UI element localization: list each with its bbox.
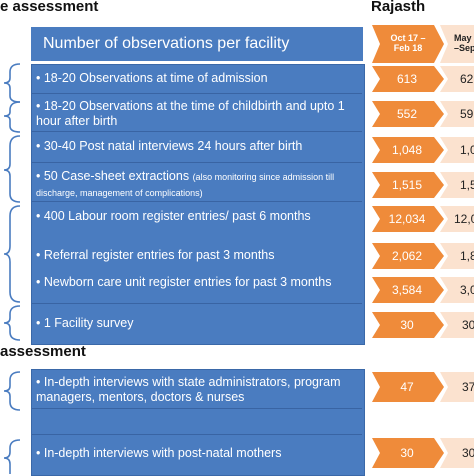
qualitative-panel xyxy=(31,369,365,476)
value-interviews-mothers-2: 30 xyxy=(462,446,474,460)
value-arrow xyxy=(372,137,444,163)
row-divider xyxy=(32,408,362,409)
col1-header-arrow xyxy=(372,25,444,63)
value-interviews-admins-1: 47 xyxy=(400,380,414,394)
value-arrow xyxy=(372,101,444,127)
observations-panel xyxy=(31,64,365,345)
col1-header: Oct 17 – Feb 18 xyxy=(372,25,444,63)
value-newborn-1: 3,584 xyxy=(391,283,423,297)
value-labour-room-2: 12,0 xyxy=(454,212,474,226)
row-newborn: • Newborn care unit register entries for… xyxy=(36,275,332,289)
row-case-sheet-note: (also monitoring since admission till di… xyxy=(36,172,335,198)
value-arrow-2 xyxy=(440,101,474,127)
row-divider xyxy=(32,434,362,435)
row-postnatal: • 30-40 Post natal interviews 24 hours a… xyxy=(36,139,303,153)
value-facility-1: 30 xyxy=(400,318,414,332)
value-arrow xyxy=(372,312,444,338)
value-postnatal-2: 1,0 xyxy=(460,143,474,157)
row-interviews-admins: • In-depth interviews with state adminis… xyxy=(36,375,341,404)
value-interviews-mothers-1: 30 xyxy=(400,446,414,460)
value-arrow-2 xyxy=(440,172,474,198)
value-arrow-2 xyxy=(440,137,474,163)
row-childbirth: • 18-20 Observations at the time of chil… xyxy=(36,99,345,128)
col2-header-arrow xyxy=(440,25,474,63)
row-facility-survey: • 1 Facility survey xyxy=(36,316,134,330)
row-labour-room: • 400 Labour room register entries/ past… xyxy=(36,209,311,223)
row-admission: • 18-20 Observations at time of admissio… xyxy=(36,71,268,85)
value-arrow-2 xyxy=(440,372,474,402)
value-arrow-2 xyxy=(440,277,474,303)
col2-header: May –Sep xyxy=(440,25,474,63)
table-header-label: Number of observations per facility xyxy=(43,35,290,52)
col1-header-line2: Feb 18 xyxy=(393,43,423,53)
col2-header-line1: May xyxy=(454,33,472,43)
value-arrow xyxy=(372,277,444,303)
section-title-top: e assessment xyxy=(0,0,99,15)
bottom-group-braces xyxy=(3,371,21,474)
value-arrow-2 xyxy=(440,66,474,92)
col2-header-line2: –Sep xyxy=(454,43,474,53)
value-arrow-2 xyxy=(440,243,474,269)
row-divider xyxy=(32,201,362,202)
row-case-sheet-label: • 50 Case-sheet extractions xyxy=(36,169,190,183)
value-admission-1: 613 xyxy=(396,72,418,86)
row-interviews-mothers: • In-depth interviews with post-natal mo… xyxy=(36,446,282,460)
row-referral: • Referral register entries for past 3 m… xyxy=(36,248,275,262)
value-arrow xyxy=(372,66,444,92)
group-braces xyxy=(3,63,21,341)
row-divider xyxy=(32,131,362,132)
value-arrow xyxy=(372,243,444,269)
value-postnatal-1: 1,048 xyxy=(391,143,423,157)
value-arrow-2 xyxy=(440,438,474,468)
row-case-sheet: • 50 Case-sheet extractions (also monito… xyxy=(36,169,358,201)
value-case-sheet-1: 1,515 xyxy=(391,178,423,192)
value-arrow xyxy=(372,206,444,232)
value-labour-room-1: 12,034 xyxy=(388,212,426,226)
row-divider xyxy=(32,303,362,304)
value-arrow xyxy=(372,438,444,468)
row-divider xyxy=(32,93,362,94)
value-interviews-admins-2: 37 xyxy=(462,380,474,394)
region-title: Rajasth xyxy=(371,0,426,15)
value-admission-2: 62 xyxy=(460,72,474,86)
value-case-sheet-2: 1,5 xyxy=(460,178,474,192)
section-title-bottom: assessment xyxy=(0,343,86,360)
col1-header-line1: Oct 17 – xyxy=(390,33,426,43)
value-arrow xyxy=(372,172,444,198)
value-referral-2: 1,8 xyxy=(460,249,474,263)
value-newborn-2: 3,0 xyxy=(460,283,474,297)
value-arrow-2 xyxy=(440,206,474,232)
value-referral-1: 2,062 xyxy=(391,249,423,263)
value-childbirth-2: 59 xyxy=(460,107,474,121)
value-facility-2: 30 xyxy=(462,318,474,332)
table-header: Number of observations per facility xyxy=(31,27,363,61)
value-arrow-2 xyxy=(440,312,474,338)
row-divider xyxy=(32,162,362,163)
value-arrow xyxy=(372,372,444,402)
value-childbirth-1: 552 xyxy=(396,107,418,121)
